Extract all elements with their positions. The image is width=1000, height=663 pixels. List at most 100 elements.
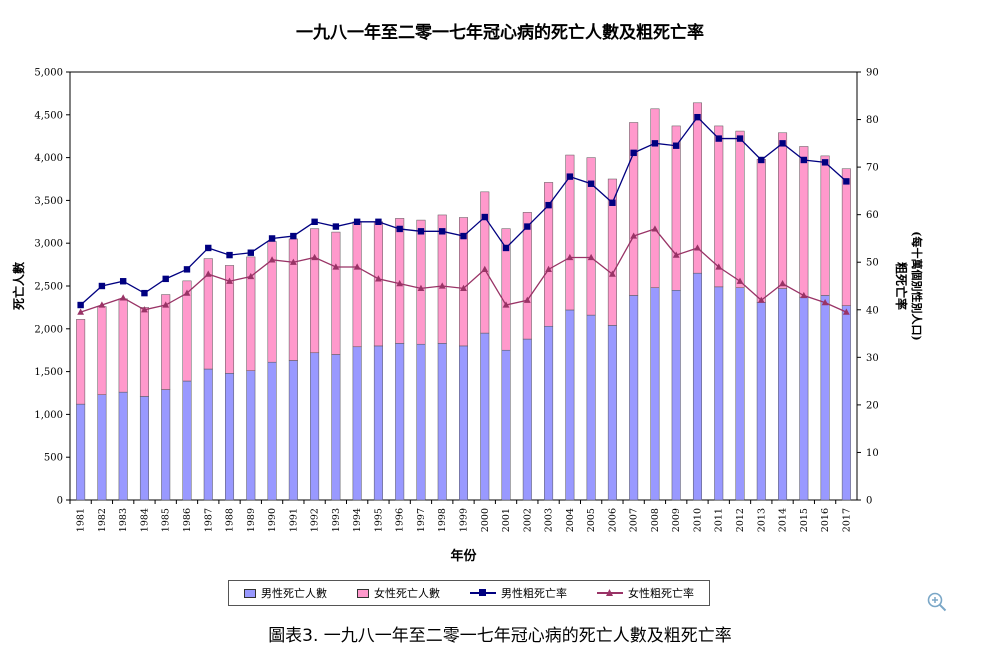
legend-label-female-rate: 女性粗死亡率 [628, 587, 694, 600]
marker-female-rate [842, 308, 850, 315]
right-axis-tick-label: 70 [866, 163, 879, 174]
marker-female-rate [98, 301, 106, 308]
legend-swatch-male-rate [470, 588, 496, 598]
bar-female-deaths [756, 159, 766, 303]
x-axis-tick-label: 2012 [735, 508, 746, 532]
marker-female-rate [587, 253, 595, 261]
bar-male-deaths [756, 302, 766, 501]
marker-male-rate [290, 232, 297, 240]
bar-female-deaths [161, 294, 171, 390]
x-axis-tick-label: 2015 [799, 508, 810, 532]
left-axis-tick-label: 0 [57, 496, 63, 507]
bar-female-deaths [118, 298, 128, 393]
bar-female-deaths [373, 221, 383, 347]
marker-female-rate [438, 282, 446, 289]
marker-female-rate [162, 301, 170, 308]
figure-caption: 圖表3. 一九八一年至二零一七年冠心病的死亡人數及粗死亡率 [268, 626, 732, 646]
bar-male-deaths [671, 290, 681, 501]
bar-male-deaths [267, 361, 277, 501]
x-axis-tick-label: 2004 [565, 508, 576, 532]
bar-male-deaths [395, 343, 405, 501]
marker-female-rate [694, 244, 701, 251]
x-axis-tick-label: 2014 [778, 508, 789, 532]
bar-female-deaths [416, 219, 426, 345]
marker-male-rate [226, 251, 233, 259]
marker-male-rate [587, 180, 595, 187]
x-axis-tick-label: 1989 [246, 508, 257, 532]
marker-male-rate [736, 135, 744, 142]
marker-male-rate [821, 159, 829, 166]
marker-female-rate [204, 270, 212, 277]
x-axis-tick-label: 1990 [267, 508, 278, 532]
x-axis-tick-label: 2011 [714, 508, 725, 532]
bar-female-deaths [692, 102, 702, 274]
marker-female-rate [566, 253, 574, 261]
bar-female-deaths [225, 265, 235, 374]
marker-female-rate [119, 294, 127, 301]
marker-female-rate [502, 301, 510, 308]
left-axis-tick-label: 4,500 [34, 110, 63, 121]
x-axis-tick-label: 1997 [416, 508, 427, 532]
x-axis-tick-label: 2009 [671, 508, 682, 532]
bar-male-deaths [480, 332, 490, 501]
bar-male-deaths [841, 305, 851, 501]
legend-item-female-deaths: 女性死亡人數 [357, 585, 440, 601]
bar-male-deaths [118, 391, 128, 501]
marker-female-rate [353, 263, 361, 270]
marker-female-rate [77, 308, 85, 315]
x-axis-tick-label: 1985 [161, 508, 172, 532]
marker-male-rate [673, 142, 680, 149]
bar-female-deaths [586, 157, 596, 316]
marker-female-rate [523, 296, 531, 303]
bar-male-deaths [139, 396, 149, 501]
marker-female-rate [141, 306, 148, 313]
marker-male-rate [162, 275, 169, 283]
right-axis-tick-label: 90 [866, 68, 879, 79]
right-axis-tick-label: 20 [866, 400, 879, 411]
bar-male-deaths [182, 380, 192, 501]
x-axis-tick-label: 1992 [310, 508, 321, 532]
bar-male-deaths [373, 345, 383, 501]
bar-male-deaths [586, 314, 596, 501]
bar-female-deaths [310, 228, 320, 354]
bar-female-deaths [76, 319, 86, 405]
bar-male-deaths [459, 345, 468, 501]
marker-male-rate [396, 225, 403, 233]
marker-female-rate [800, 291, 808, 299]
left-axis-tick-label: 1,500 [34, 367, 63, 378]
x-axis-tick-label: 2016 [820, 508, 831, 532]
marker-female-rate [396, 280, 404, 287]
right-axis-tick-label: 40 [866, 305, 879, 316]
bar-male-deaths [416, 343, 426, 501]
x-axis-tick-label: 2010 [692, 508, 703, 532]
zoom-in-icon[interactable] [926, 591, 948, 613]
marker-male-rate [779, 140, 786, 147]
marker-female-rate [715, 263, 723, 270]
x-axis-tick-label: 2001 [501, 508, 512, 532]
left-axis-tick-label: 1,000 [34, 410, 63, 421]
x-axis-tick-label: 1987 [203, 508, 214, 532]
bar-male-deaths [203, 368, 213, 501]
marker-male-rate [417, 228, 425, 235]
legend-label-male-deaths: 男性死亡人數 [261, 587, 327, 600]
x-axis-tick-label: 2005 [586, 508, 597, 532]
bar-female-deaths [629, 122, 639, 296]
marker-male-rate [375, 218, 382, 225]
marker-female-rate [311, 253, 319, 261]
marker-female-rate [247, 272, 255, 280]
marker-female-rate [183, 289, 191, 296]
marker-male-rate [183, 266, 191, 273]
bar-male-deaths [161, 389, 171, 501]
marker-female-rate [545, 265, 552, 272]
marker-female-rate [757, 296, 765, 303]
left-axis-title: 死亡人數 [11, 262, 26, 310]
marker-male-rate [609, 199, 616, 206]
bar-female-deaths [203, 258, 213, 370]
bar-female-deaths [97, 306, 107, 395]
bar-male-deaths [650, 287, 660, 501]
bar-male-deaths [76, 403, 86, 501]
bar-male-deaths [714, 286, 724, 501]
chart-title: 一九八一年至二零一七年冠心病的死亡人數及粗死亡率 [296, 23, 704, 43]
bar-female-deaths [841, 168, 851, 306]
bar-female-deaths [139, 307, 149, 397]
